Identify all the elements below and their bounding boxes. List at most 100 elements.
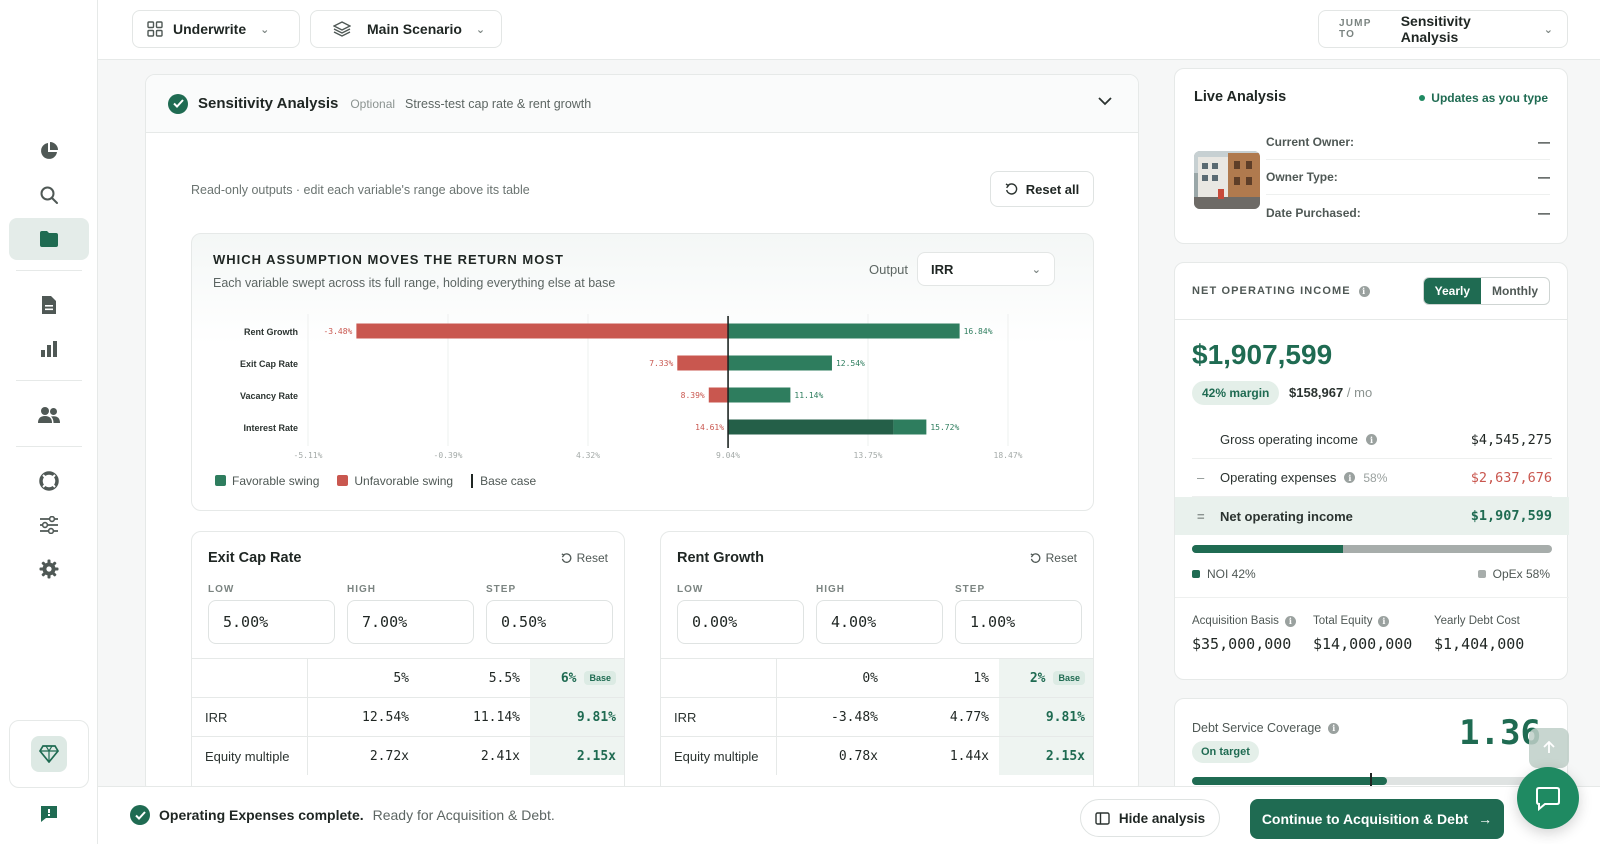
low-input[interactable]: 0.00%: [677, 600, 804, 644]
rail-feedback-button[interactable]: [9, 794, 89, 834]
reset-button[interactable]: Reset: [561, 551, 608, 565]
low-value-label: -3.48%: [323, 327, 352, 336]
info-icon[interactable]: i: [1378, 615, 1390, 627]
rail-team-button[interactable]: [9, 394, 89, 436]
table-row: IRR -3.48% 4.77% 9.81%: [661, 697, 1093, 736]
low-value-label: 8.39%: [681, 391, 705, 400]
left-rail: [0, 0, 98, 844]
base-cell: 9.81%: [530, 698, 624, 736]
search-icon: [40, 186, 58, 204]
favorable-bar: [728, 355, 832, 371]
unfavorable-bar: [356, 323, 729, 339]
yearly-toggle[interactable]: Yearly: [1423, 278, 1481, 304]
folder-icon: [40, 231, 58, 247]
header-row: 5% 5.5% 6% Base: [192, 658, 624, 697]
high-label: HIGH: [347, 584, 376, 595]
chevron-down-icon: ⌄: [1543, 23, 1553, 36]
info-icon[interactable]: i: [1328, 722, 1340, 734]
chevron-down-icon[interactable]: [1098, 97, 1112, 106]
high-value-label: 12.54%: [836, 359, 865, 368]
bar-chart-icon: [41, 341, 57, 357]
high-input[interactable]: 7.00%: [347, 600, 474, 644]
section-header[interactable]: Sensitivity Analysis Optional Stress-tes…: [146, 75, 1138, 133]
info-icon[interactable]: i: [1344, 472, 1356, 483]
feedback-icon: [41, 806, 57, 822]
category-label: Exit Cap Rate: [240, 359, 298, 369]
output-select[interactable]: IRR ⌄: [917, 252, 1055, 286]
rail-deals-button[interactable]: [9, 218, 89, 260]
rail-support-button[interactable]: [9, 460, 89, 502]
rail-settings-button[interactable]: [9, 548, 89, 590]
top-bar: Underwrite ⌄ Main Scenario ⌄ JUMP TO Sen…: [98, 0, 1600, 60]
step-label: STEP: [955, 584, 986, 595]
rail-reports-button[interactable]: [9, 328, 89, 370]
chat-button[interactable]: [1517, 767, 1579, 829]
rail-documents-button[interactable]: [9, 284, 89, 326]
high-value-label: 11.14%: [794, 391, 823, 400]
low-input[interactable]: 5.00%: [208, 600, 335, 644]
gross-income-row: Gross operating income i $4,545,275: [1192, 421, 1552, 459]
period-toggle: Yearly Monthly: [1422, 277, 1550, 305]
reset-button[interactable]: Reset: [1030, 551, 1077, 565]
rail-divider: [16, 446, 82, 447]
rail-dashboard-button[interactable]: [9, 130, 89, 172]
chevron-down-icon: ⌄: [475, 23, 486, 36]
status-rest: Ready for Acquisition & Debt.: [372, 807, 555, 823]
workspace-selector[interactable]: Underwrite ⌄: [132, 10, 300, 48]
column-header: 5.5%: [488, 670, 520, 686]
x-tick-label: -0.39%: [434, 451, 463, 460]
info-icon[interactable]: i: [1358, 285, 1370, 297]
live-analysis-card: Live Analysis Updates as you type Curren…: [1174, 68, 1568, 244]
tornado-card: WHICH ASSUMPTION MOVES THE RETURN MOST E…: [191, 233, 1094, 511]
pie-chart-icon: [41, 142, 58, 159]
section-title: Sensitivity Analysis: [198, 95, 339, 112]
users-icon: [38, 407, 60, 423]
table-cell: 11.14%: [473, 709, 520, 725]
grid-icon: [147, 21, 163, 37]
margin-badge: 42% margin: [1192, 381, 1280, 405]
row-label: IRR: [192, 698, 308, 736]
optional-tag: Optional: [350, 96, 396, 111]
rail-search-button[interactable]: [9, 174, 89, 216]
total-equity-stat: Total Equity i $14,000,000: [1313, 615, 1413, 653]
arrow-up-icon: [1543, 741, 1555, 753]
hide-analysis-label: Hide analysis: [1118, 810, 1206, 826]
high-value-label: 15.72%: [930, 423, 959, 432]
x-tick-label: 18.47%: [994, 451, 1023, 460]
reset-all-button[interactable]: Reset all: [990, 171, 1094, 207]
scroll-top-button[interactable]: [1529, 728, 1569, 768]
reset-label: Reset: [576, 551, 608, 565]
continue-button[interactable]: Continue to Acquisition & Debt →: [1250, 799, 1504, 839]
chevron-down-icon: ⌄: [1031, 263, 1041, 276]
exit-cap-table: Exit Cap Rate Reset LOW HIGH STEP 5.00% …: [191, 531, 625, 793]
sliders-icon: [40, 516, 58, 534]
info-icon[interactable]: i: [1366, 434, 1378, 445]
reset-all-label: Reset all: [1025, 181, 1080, 197]
rail-divider: [16, 270, 82, 271]
x-tick-label: 9.04%: [716, 451, 740, 460]
step-input[interactable]: 0.50%: [486, 600, 613, 644]
reset-label: Reset: [1045, 551, 1077, 565]
jump-to-selector[interactable]: JUMP TO Sensitivity Analysis ⌄: [1318, 10, 1568, 48]
continue-label: Continue to Acquisition & Debt: [1261, 811, 1469, 827]
legend-base: Base case: [471, 474, 536, 488]
rail-filters-button[interactable]: [9, 504, 89, 546]
row-label: IRR: [661, 698, 777, 736]
tornado-title: WHICH ASSUMPTION MOVES THE RETURN MOST: [213, 252, 564, 267]
chart-legend: Favorable swing Unfavorable swing Base c…: [215, 474, 536, 488]
low-label: LOW: [208, 584, 235, 595]
tornado-subtitle: Each variable swept across its full rang…: [213, 276, 616, 290]
rail-plan-card[interactable]: [9, 720, 89, 788]
unfavorable-bar: [708, 387, 729, 403]
scenario-selector[interactable]: Main Scenario ⌄: [310, 10, 502, 48]
step-input[interactable]: 1.00%: [955, 600, 1082, 644]
high-input[interactable]: 4.00%: [816, 600, 943, 644]
monthly-toggle[interactable]: Monthly: [1492, 284, 1538, 298]
info-icon[interactable]: i: [1284, 615, 1296, 627]
hide-analysis-button[interactable]: Hide analysis: [1080, 799, 1220, 837]
table-cell: 2.41x: [480, 748, 520, 764]
reset-icon: [561, 552, 572, 563]
gear-icon: [39, 559, 59, 579]
sensitivity-grid: 0% 1% 2% Base IRR -3.48% 4.77% 9.81% Equi…: [661, 658, 1093, 775]
x-tick-label: 13.75%: [854, 451, 883, 460]
